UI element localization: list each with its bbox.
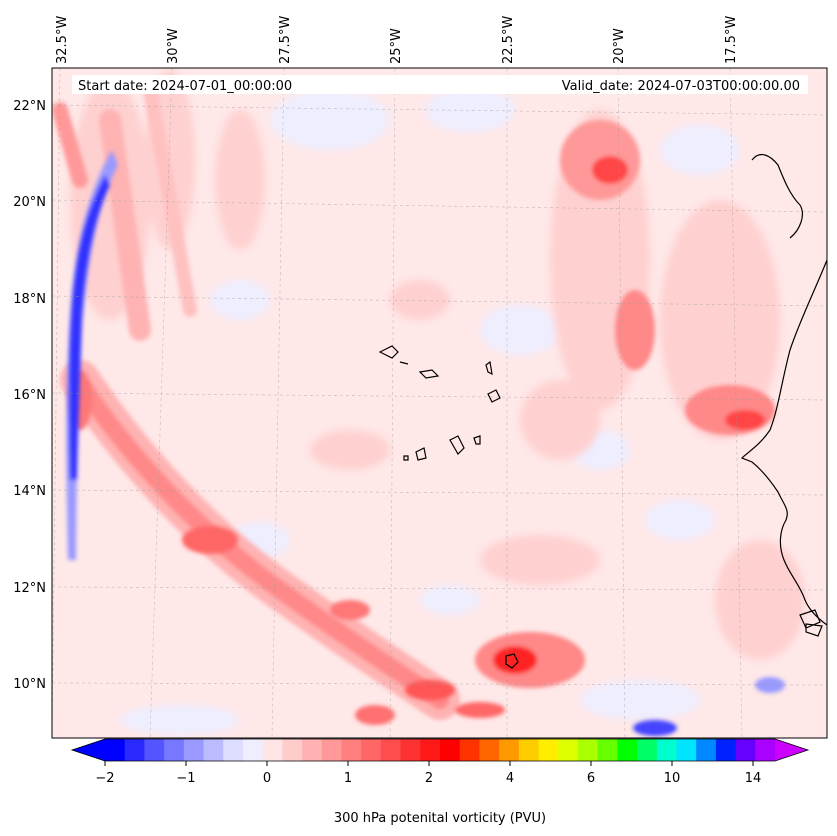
colorbar-under-arrow bbox=[72, 739, 105, 761]
colorbar-segment bbox=[321, 739, 342, 761]
colorbar-segment bbox=[735, 739, 756, 761]
lon-label: 22.5°W bbox=[501, 16, 516, 64]
colorbar-segment bbox=[577, 739, 599, 761]
start-date-label: Start date: 2024-07-01_00:00:00 bbox=[78, 79, 292, 94]
colorbar-segment bbox=[400, 739, 421, 761]
colorbar-segment bbox=[302, 739, 323, 761]
colorbar-segment bbox=[164, 739, 185, 761]
colorbar-segment bbox=[341, 739, 362, 761]
colorbar-tick-label: 0 bbox=[263, 771, 271, 786]
colorbar-segment bbox=[282, 739, 303, 761]
colorbar-segment bbox=[637, 739, 658, 761]
colorbar-tick-label: 14 bbox=[745, 771, 762, 786]
valid-date-label: Valid_date: 2024-07-03T00:00:00.00 bbox=[562, 79, 800, 94]
lon-label: 20°W bbox=[612, 28, 627, 64]
colorbar-segment bbox=[223, 739, 244, 761]
colorbar-segment bbox=[676, 739, 697, 761]
pv-field bbox=[52, 68, 827, 738]
colorbar-segment bbox=[597, 739, 618, 761]
latitude-labels: 22°N 20°N 18°N 16°N 14°N 12°N 10°N bbox=[13, 99, 46, 692]
colorbar-label: 300 hPa potenital vorticity (PVU) bbox=[334, 811, 546, 826]
colorbar-segment bbox=[203, 739, 224, 761]
lat-label: 20°N bbox=[13, 195, 46, 210]
longitude-labels: 32.5°W 30°W 27.5°W 25°W 22.5°W 20°W 17.5… bbox=[55, 16, 739, 64]
colorbar-segment bbox=[420, 739, 441, 761]
lon-label: 27.5°W bbox=[278, 16, 293, 64]
colorbar-segment bbox=[183, 739, 205, 761]
colorbar-tick-label: 2 bbox=[425, 771, 433, 786]
lat-label: 14°N bbox=[13, 484, 46, 499]
colorbar-segment bbox=[262, 739, 283, 761]
colorbar-segment bbox=[538, 739, 559, 761]
colorbar-segment bbox=[124, 739, 145, 761]
colorbar-tick-label: 4 bbox=[506, 771, 514, 786]
lat-label: 12°N bbox=[13, 581, 46, 596]
colorbar-tick-label: 10 bbox=[664, 771, 681, 786]
colorbar-ticks bbox=[104, 761, 754, 766]
colorbar-segment bbox=[380, 739, 402, 761]
colorbar-tick-label: 1 bbox=[344, 771, 352, 786]
map-panel[interactable]: Start date: 2024-07-01_00:00:00 Valid_da… bbox=[51, 67, 828, 739]
colorbar: −2 −1 0 1 2 4 6 10 14 300 hPa potenital … bbox=[70, 738, 810, 826]
colorbar-segment bbox=[518, 739, 540, 761]
colorbar-segment bbox=[617, 739, 638, 761]
coastline bbox=[378, 153, 827, 669]
colorbar-tick-label: −2 bbox=[95, 771, 114, 786]
colorbar-segment bbox=[144, 739, 165, 761]
lat-label: 22°N bbox=[13, 99, 46, 114]
lat-label: 16°N bbox=[13, 388, 46, 403]
colorbar-segment bbox=[755, 739, 776, 761]
colorbar-over-arrow bbox=[775, 739, 808, 761]
colorbar-segment bbox=[479, 739, 500, 761]
colorbar-segment bbox=[499, 739, 520, 761]
colorbar-segment bbox=[459, 739, 480, 761]
lon-label: 17.5°W bbox=[724, 16, 739, 64]
colorbar-segment bbox=[361, 739, 382, 761]
lon-label: 25°W bbox=[389, 28, 404, 64]
colorbar-segment bbox=[715, 739, 737, 761]
lon-label: 32.5°W bbox=[55, 16, 70, 64]
colorbar-segments bbox=[105, 739, 776, 761]
colorbar-segment bbox=[440, 739, 461, 761]
colorbar-segment bbox=[105, 739, 126, 761]
lon-label: 30°W bbox=[166, 28, 181, 64]
colorbar-tick-label: 6 bbox=[587, 771, 595, 786]
colorbar-segment bbox=[696, 739, 717, 761]
colorbar-segment bbox=[242, 739, 264, 761]
date-box bbox=[72, 75, 808, 94]
colorbar-segment bbox=[656, 739, 677, 761]
graticule bbox=[52, 68, 827, 738]
colorbar-tick-label: −1 bbox=[176, 771, 195, 786]
colorbar-segment bbox=[558, 739, 579, 761]
lat-label: 10°N bbox=[13, 677, 46, 692]
lat-label: 18°N bbox=[13, 292, 46, 307]
map-frame bbox=[51, 67, 828, 739]
